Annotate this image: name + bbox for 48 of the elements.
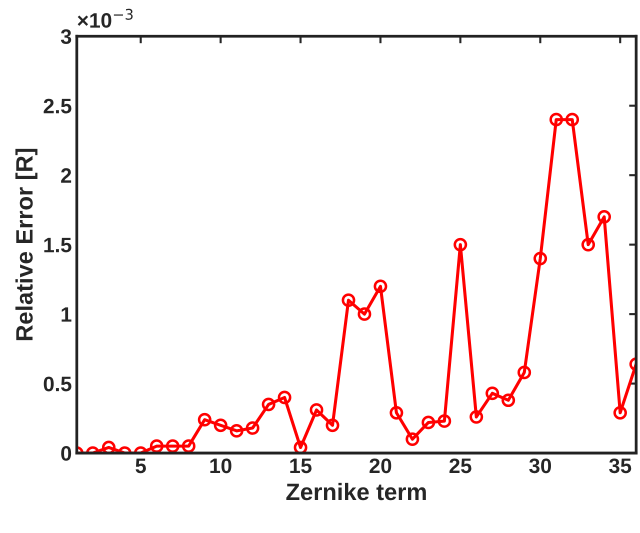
point — [326, 418, 340, 432]
point — [422, 416, 436, 430]
point — [262, 398, 276, 412]
point — [438, 414, 452, 428]
y-tick-label: 0.5 — [44, 376, 72, 392]
point — [454, 238, 468, 252]
x-tick-label: 15 — [290, 458, 312, 474]
point — [214, 418, 228, 432]
point — [406, 432, 420, 446]
y-tick-label: 3 — [60, 29, 72, 44]
x-tick-label: 30 — [529, 458, 552, 474]
point — [102, 440, 116, 454]
x-tick-label: 20 — [370, 458, 392, 474]
point — [294, 440, 308, 454]
point — [374, 280, 388, 294]
x-axis-title: Zernike term — [286, 482, 426, 500]
point — [390, 406, 404, 420]
y-tick-label: 1 — [62, 307, 72, 322]
point — [597, 210, 612, 224]
point — [182, 439, 196, 453]
x-tick-label: 10 — [210, 458, 232, 474]
point — [342, 293, 356, 308]
x-tick-label: 5 — [136, 458, 146, 474]
point — [502, 393, 516, 408]
point — [565, 112, 580, 126]
y-tick-label: 2.5 — [44, 98, 72, 114]
point — [358, 307, 372, 321]
text: ×10$^{−3}$ — [78, 8, 133, 28]
x-tick-label: 35 — [609, 458, 632, 474]
point — [246, 421, 260, 435]
point — [230, 424, 244, 438]
point — [581, 238, 596, 252]
point — [470, 410, 484, 424]
point — [549, 112, 564, 126]
point — [166, 439, 180, 453]
y-axis-title: Relative Error [R] — [15, 148, 38, 340]
point — [517, 366, 532, 380]
point — [310, 403, 324, 417]
x-tick-label: 25 — [450, 458, 472, 474]
y-tick-label: 0 — [61, 446, 72, 461]
point — [198, 412, 212, 427]
point — [613, 406, 627, 420]
y-tick-label: 1.5 — [44, 238, 72, 252]
y-tick-label: 2 — [61, 168, 72, 183]
point — [486, 386, 500, 400]
point — [533, 252, 548, 266]
point — [278, 390, 292, 404]
point — [150, 439, 164, 453]
